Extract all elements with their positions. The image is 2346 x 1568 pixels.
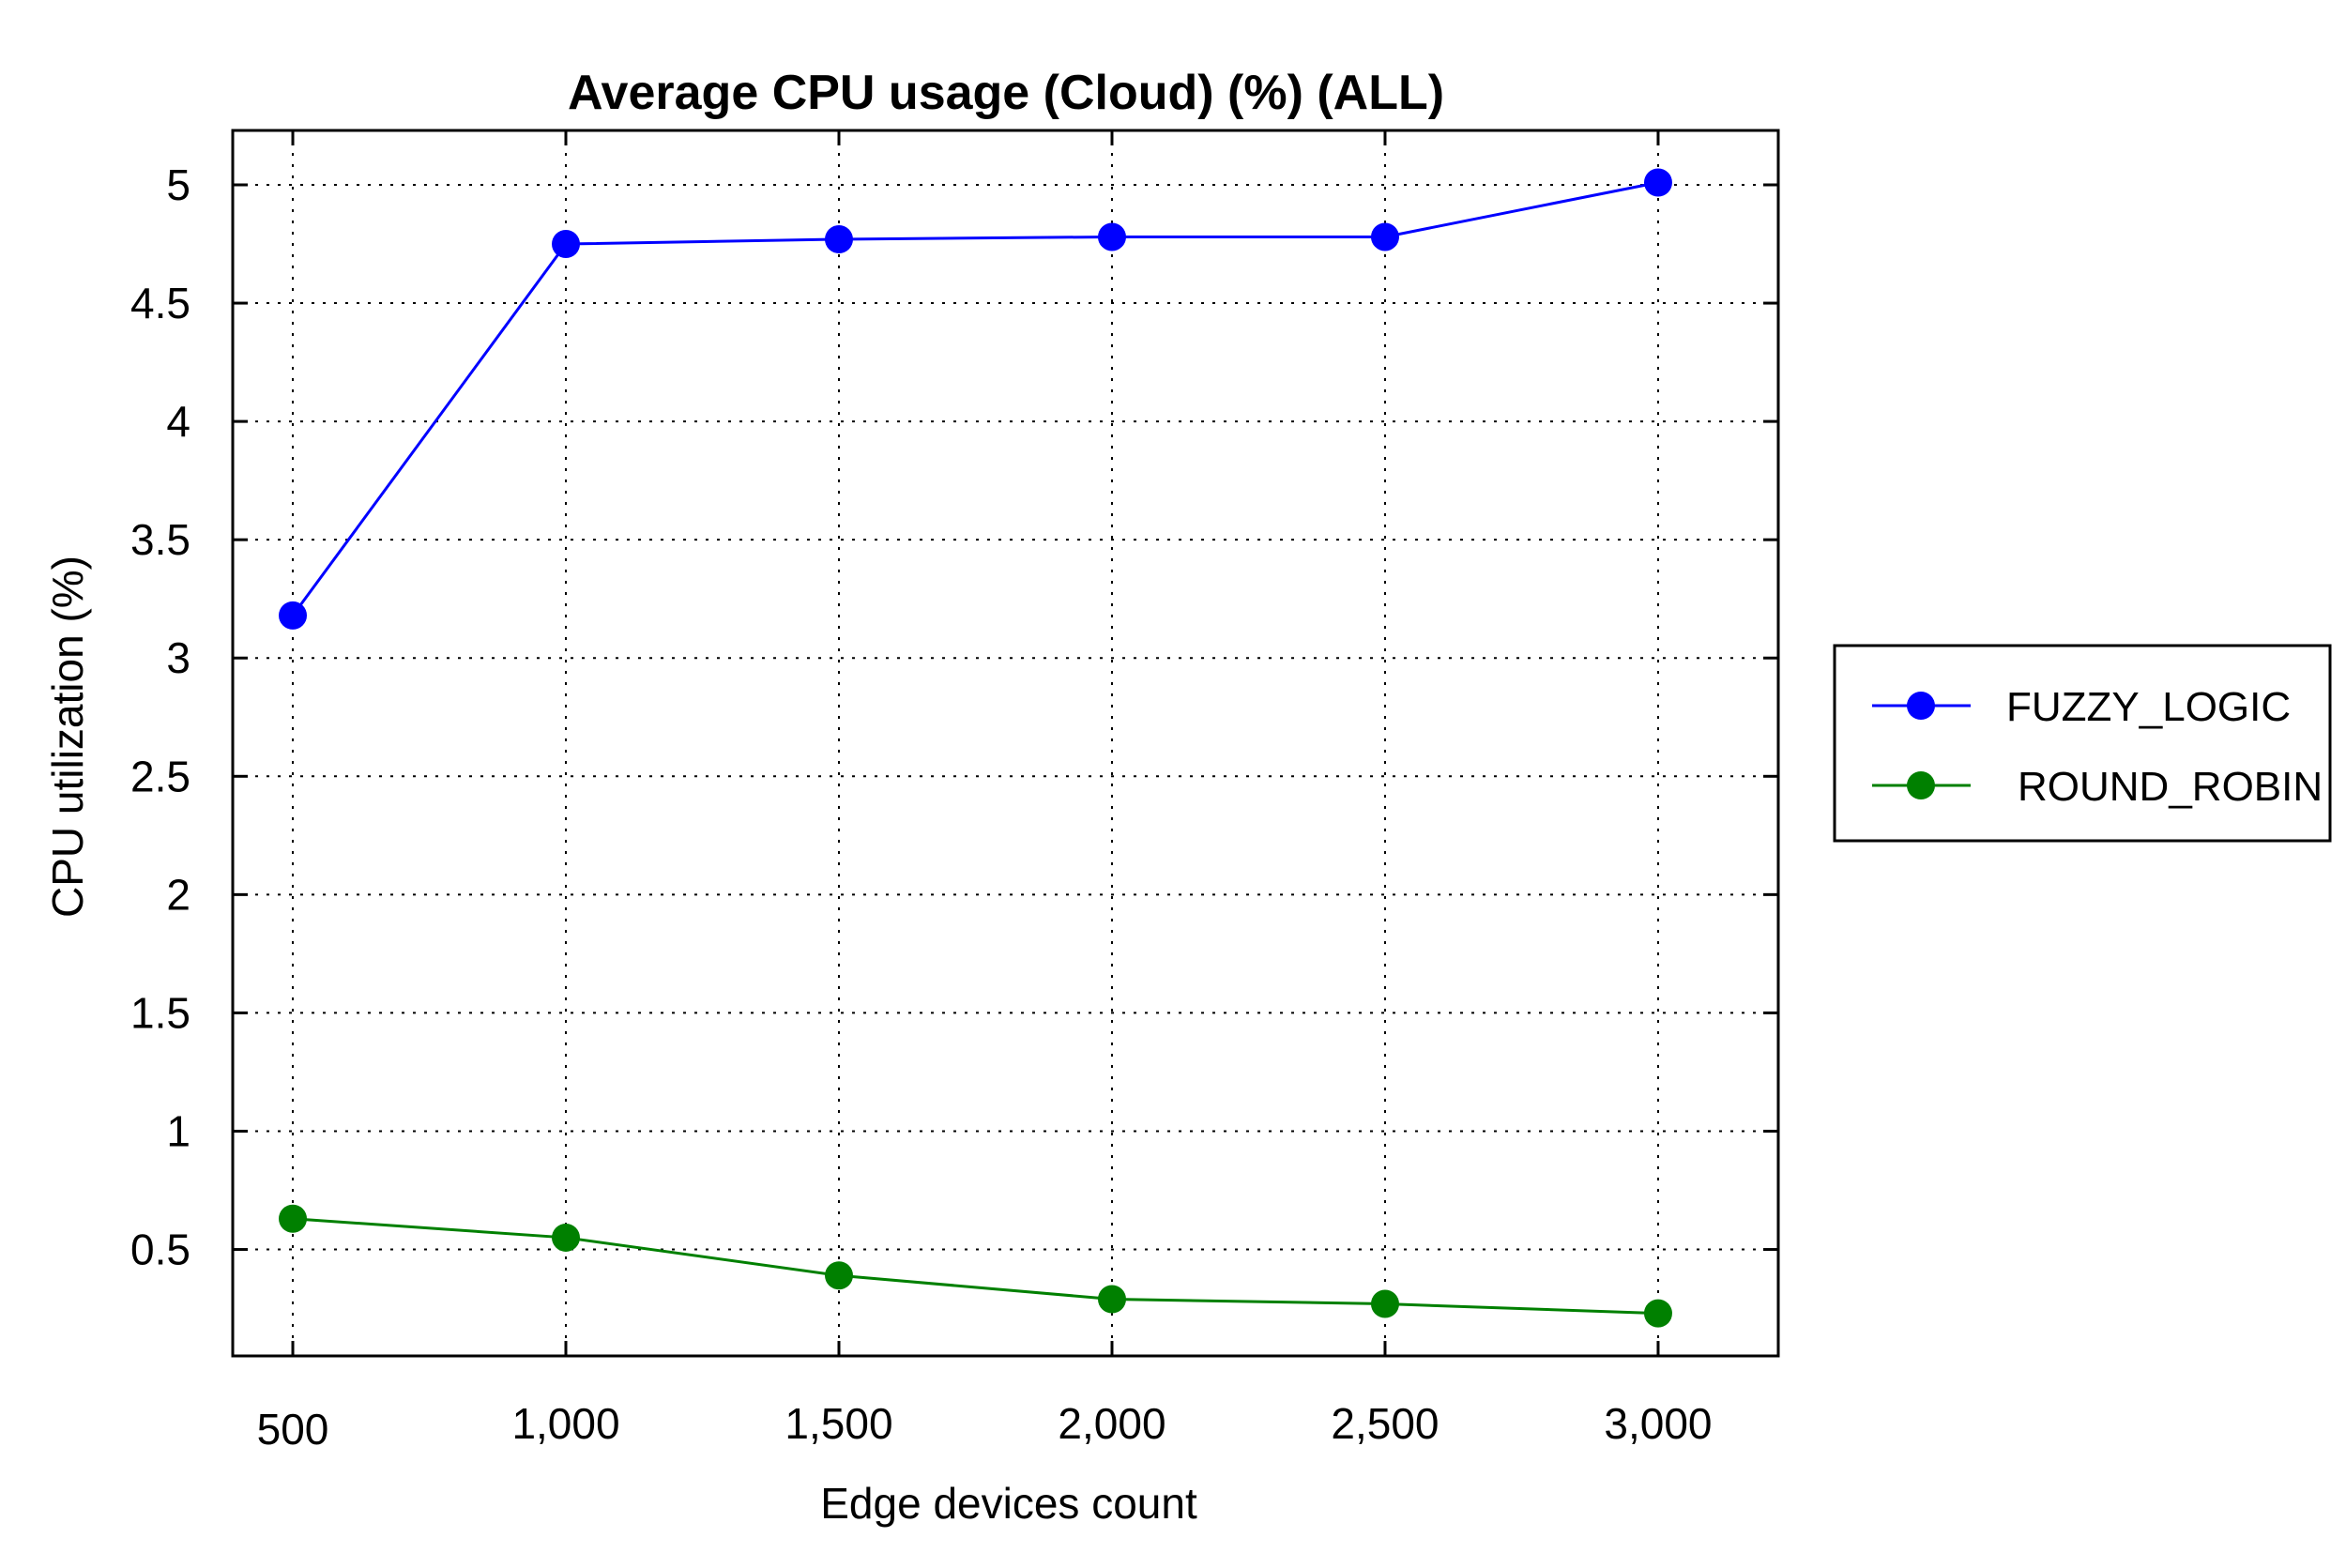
legend-marker-fuzzy-logic <box>1907 692 1935 720</box>
y-tick-label: 4 <box>166 397 190 446</box>
data-point-round-robin <box>552 1223 581 1252</box>
data-point-round-robin <box>1643 1299 1672 1328</box>
chart-title: Average CPU usage (Cloud) (%) (ALL) <box>568 66 1444 120</box>
y-tick-label: 1 <box>166 1106 190 1155</box>
legend-label-fuzzy-logic: FUZZY_LOGIC <box>2006 684 2291 730</box>
y-tick-label: 2 <box>166 870 190 919</box>
y-tick-label: 5 <box>166 160 190 209</box>
series-layer <box>279 168 1672 1328</box>
x-tick-label: 2,000 <box>1058 1399 1165 1448</box>
data-point-fuzzy-logic <box>552 230 581 259</box>
y-axis-ticks: 0.5 1 1.5 2 2.5 3 3.5 4 4.5 5 <box>130 160 1778 1274</box>
grid-lines <box>233 130 1778 1356</box>
legend-marker-round-robin <box>1907 771 1935 799</box>
data-point-fuzzy-logic <box>824 224 853 253</box>
y-tick-label: 0.5 <box>130 1225 190 1274</box>
series-line-fuzzy-logic <box>291 180 1659 617</box>
x-axis-ticks: 500 1,000 1,500 2,000 2,500 3,000 <box>257 130 1713 1454</box>
plot-frame <box>231 129 1780 1358</box>
data-point-round-robin <box>824 1261 853 1290</box>
legend-entry-fuzzy-logic: FUZZY_LOGIC <box>1872 684 2291 730</box>
data-point-fuzzy-logic <box>1370 222 1399 251</box>
y-tick-label: 3.5 <box>130 515 190 564</box>
data-point-round-robin <box>1097 1285 1126 1314</box>
data-point-round-robin <box>1370 1289 1399 1318</box>
y-tick-label: 4.5 <box>130 279 190 327</box>
data-point-round-robin <box>279 1204 308 1233</box>
x-tick-label: 2,500 <box>1331 1399 1439 1448</box>
data-point-fuzzy-logic <box>1643 168 1672 197</box>
x-tick-label: 3,000 <box>1604 1399 1712 1448</box>
legend-label-round-robin: ROUND_ROBIN <box>2018 764 2323 810</box>
legend: FUZZY_LOGIC ROUND_ROBIN <box>1833 644 2332 843</box>
series-line-round-robin <box>292 1217 1659 1316</box>
x-axis-label: Edge devices count <box>820 1479 1197 1528</box>
data-point-fuzzy-logic <box>279 601 308 630</box>
y-tick-label: 1.5 <box>130 988 190 1037</box>
x-tick-label: 500 <box>257 1405 329 1454</box>
y-axis-label: CPU utilization (%) <box>43 556 92 918</box>
y-tick-label: 2.5 <box>130 752 190 800</box>
x-tick-label: 1,000 <box>511 1399 619 1448</box>
legend-entry-round-robin: ROUND_ROBIN <box>1872 764 2323 810</box>
legend-box <box>1833 644 2332 843</box>
data-point-fuzzy-logic <box>1097 222 1126 251</box>
y-tick-label: 3 <box>166 633 190 682</box>
x-tick-label: 1,500 <box>785 1399 892 1448</box>
